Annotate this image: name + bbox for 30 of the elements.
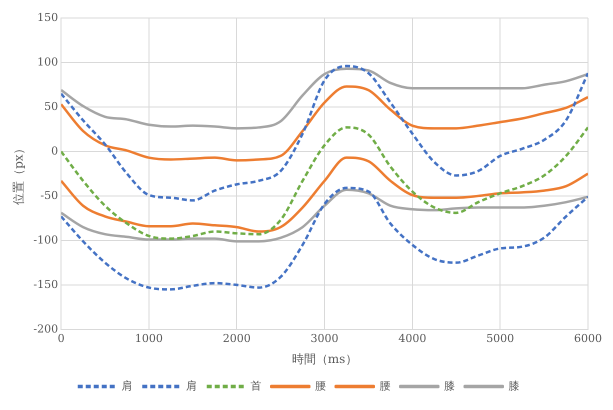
y-tick-label: -200 [33, 322, 58, 336]
legend-label: 腰 [379, 379, 390, 392]
line-series [61, 126, 588, 240]
x-axis-title: 時間（ms） [292, 352, 358, 366]
legend-label: 膝 [508, 379, 520, 392]
x-tick-label: 2000 [222, 332, 251, 345]
line-series [61, 156, 588, 233]
x-tick-label: 5000 [486, 332, 514, 345]
x-tick-label: 1000 [134, 332, 163, 345]
legend-label: 首 [250, 379, 262, 392]
y-tick-label: 0 [51, 144, 58, 158]
line-series [61, 67, 588, 130]
y-axis-title: 位置（px） [11, 142, 26, 205]
y-tick-label: 50 [44, 100, 58, 113]
line-series [61, 85, 588, 162]
y-tick-label: -100 [33, 233, 58, 246]
y-tick-label: 150 [37, 10, 58, 24]
line-series [61, 186, 588, 291]
line-series [61, 188, 588, 243]
x-tick-label: 6000 [574, 332, 602, 345]
y-tick-label: 100 [37, 55, 58, 68]
legend-label: 肩 [121, 379, 132, 392]
legend-label: 腰 [314, 379, 326, 392]
legend-label: 肩 [186, 379, 197, 392]
legend-label: 膝 [444, 379, 455, 392]
y-tick-label: -50 [40, 188, 58, 202]
y-tick-label: -150 [33, 278, 58, 291]
x-tick-label: 4000 [398, 332, 426, 345]
line-series [61, 64, 588, 202]
x-tick-label: 3000 [310, 332, 339, 345]
